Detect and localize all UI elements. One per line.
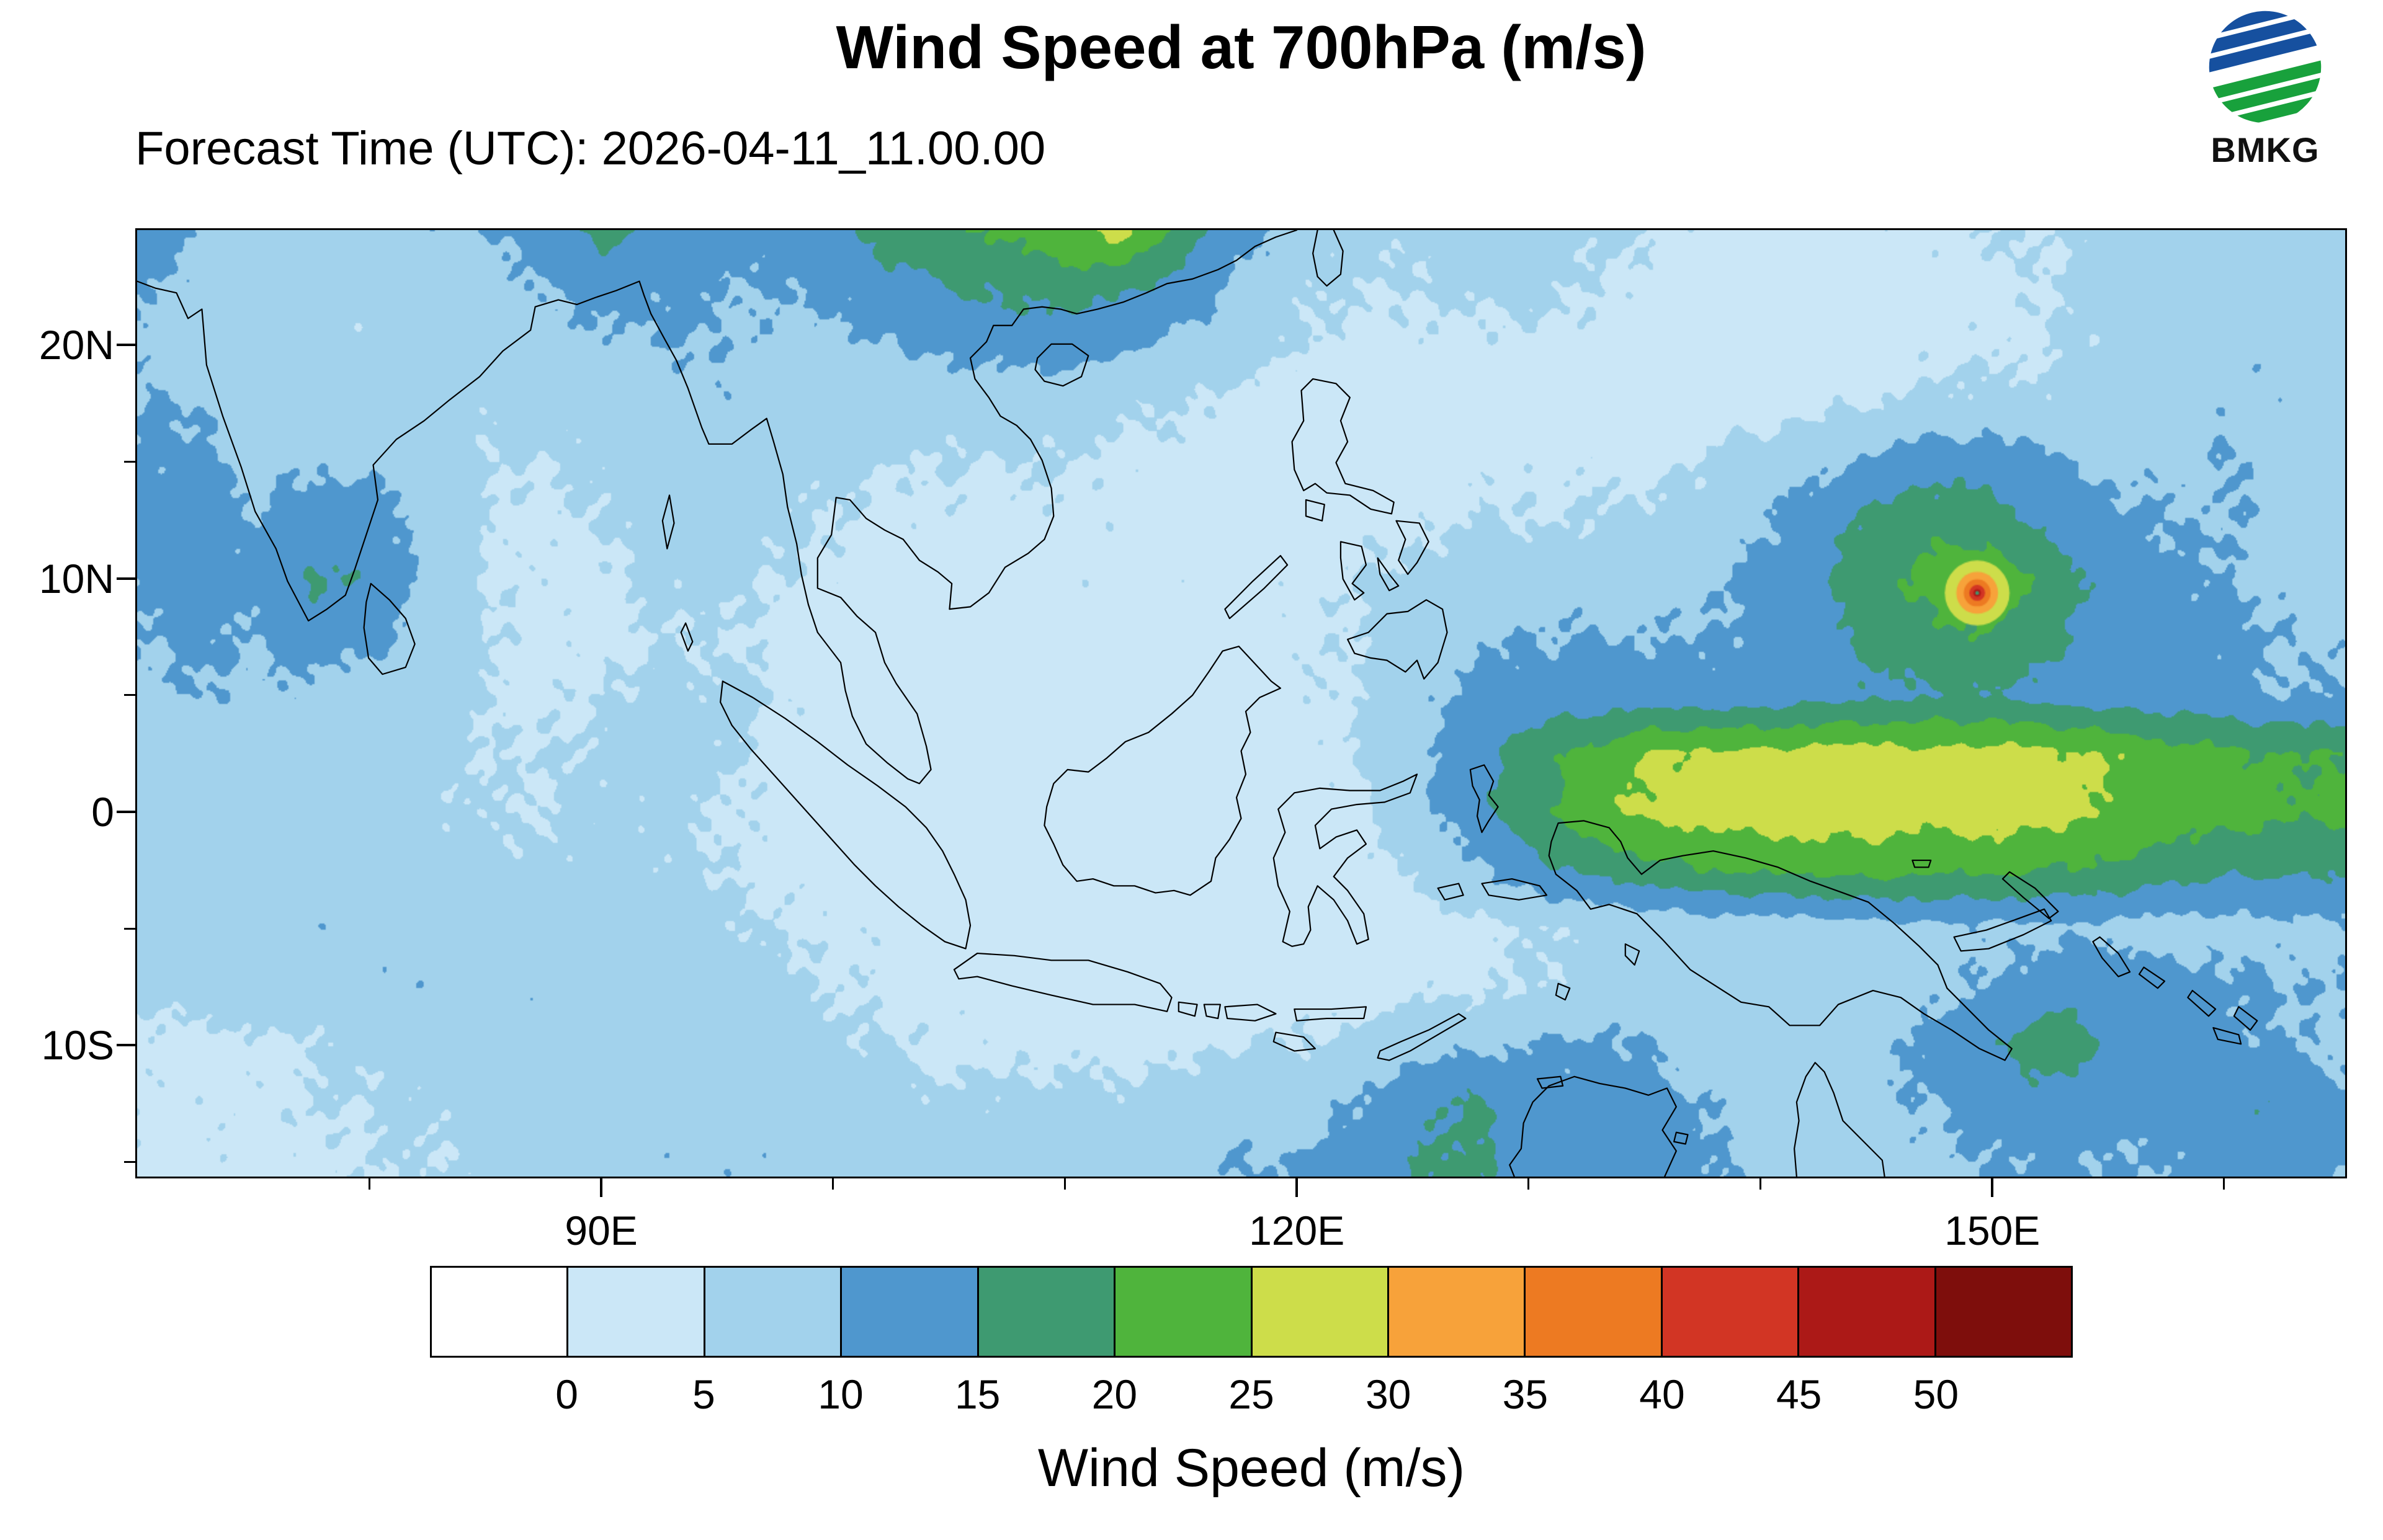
colorbar-cell: [705, 1268, 843, 1356]
colorbar-cell: [568, 1268, 705, 1356]
x-axis-label: 150E: [1944, 1208, 2041, 1253]
forecast-time-label: Forecast Time (UTC): 2026-04-11_11.00.00: [135, 122, 1046, 175]
colorbar-cell: [1388, 1268, 1526, 1356]
colorbar-cell: [1799, 1268, 1936, 1356]
y-axis-minor-tick: [124, 694, 135, 697]
colorbar-cell: [432, 1268, 569, 1356]
wind-map: [135, 228, 2347, 1178]
y-axis-minor-tick: [124, 460, 135, 463]
x-axis-minor-tick: [368, 1178, 370, 1190]
x-axis-tick: [1295, 1178, 1299, 1197]
x-axis-minor-tick: [1759, 1178, 1762, 1190]
bmkg-globe-icon: [2197, 0, 2333, 135]
colorbar: [430, 1266, 2073, 1358]
colorbar-tick-label: 0: [555, 1371, 579, 1417]
y-axis-tick: [117, 577, 135, 580]
bmkg-logo: BMKG: [2184, 0, 2346, 170]
x-axis-minor-tick: [832, 1178, 834, 1190]
bmkg-logo-text: BMKG: [2211, 130, 2320, 169]
colorbar-cell: [978, 1268, 1116, 1356]
colorbar-tick-label: 15: [954, 1371, 1001, 1417]
colorbar-tick-label: 50: [1913, 1371, 1959, 1417]
colorbar-tick-label: 40: [1639, 1371, 1685, 1417]
page-title: Wind Speed at 700hPa (m/s): [836, 13, 1647, 81]
colorbar-caption: Wind Speed (m/s): [1037, 1438, 1465, 1498]
colorbar-tick-label: 5: [692, 1371, 715, 1417]
y-axis-tick: [117, 344, 135, 347]
y-axis-tick: [117, 1044, 135, 1047]
y-axis-tick: [117, 811, 135, 814]
colorbar-tick-label: 20: [1091, 1371, 1138, 1417]
x-axis-label: 120E: [1249, 1208, 1345, 1253]
y-axis-minor-tick: [124, 1161, 135, 1164]
y-axis-label: 10N: [38, 555, 114, 602]
colorbar-tick-label: 45: [1776, 1371, 1822, 1417]
colorbar-cell: [1526, 1268, 1663, 1356]
x-axis-minor-tick: [1527, 1178, 1530, 1190]
colorbar-cell: [1662, 1268, 1800, 1356]
colorbar-cell: [1936, 1268, 2072, 1356]
coastlines-layer: [137, 230, 2345, 1177]
y-axis-label: 10S: [41, 1022, 114, 1069]
x-axis-label: 90E: [565, 1208, 638, 1253]
x-axis-minor-tick: [1063, 1178, 1066, 1190]
x-axis-tick: [1991, 1178, 1994, 1197]
colorbar-tick-label: 35: [1502, 1371, 1549, 1417]
colorbar-tick-label: 10: [818, 1371, 864, 1417]
x-axis-tick: [600, 1178, 603, 1197]
y-axis-label: 20N: [38, 322, 114, 368]
y-axis-minor-tick: [124, 927, 135, 930]
y-axis-label: 0: [91, 789, 114, 835]
colorbar-cell: [842, 1268, 979, 1356]
x-axis-minor-tick: [2223, 1178, 2225, 1190]
colorbar-cell: [1252, 1268, 1389, 1356]
colorbar-cell: [1115, 1268, 1253, 1356]
colorbar-tick-label: 25: [1228, 1371, 1274, 1417]
colorbar-tick-label: 30: [1365, 1371, 1411, 1417]
